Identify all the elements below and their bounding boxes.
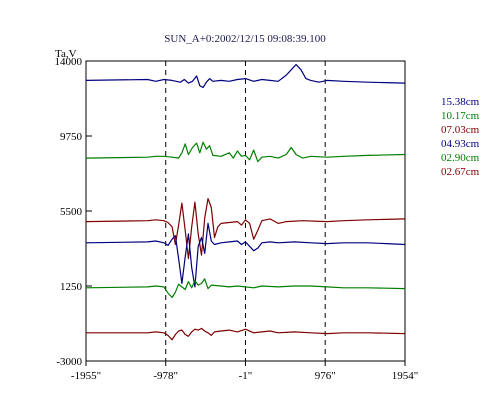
legend: 15.38cm 10.17cm 07.03cm 04.93cm 02.90cm 02.67…: [441, 96, 480, 178]
legend-entry-5: 02.67cm: [441, 166, 480, 178]
x-tick-label-0: -1955": [71, 370, 101, 382]
y-tick-label-3: 1250: [60, 281, 83, 293]
plot-layer: [85, 61, 406, 361]
axis-layer: 14000 9750 5500 1250 -3000 -1955" -978" -1" 976"…: [55, 56, 419, 382]
y-tick-label-2: 5500: [60, 206, 83, 218]
series-line-0: [85, 63, 406, 89]
series-line-2: [85, 198, 406, 260]
x-tick-label-4: 1954": [392, 370, 419, 382]
series-line-4: [85, 278, 406, 299]
x-tick-label-3: 976": [315, 370, 336, 382]
series-line-3: [85, 222, 406, 288]
y-axis-label: Ta,V: [55, 48, 77, 60]
chart-title: SUN_A+0:2002/12/15 09:08:39.100: [164, 33, 326, 45]
y-tick-label-0: 14000: [55, 56, 83, 68]
legend-entry-1: 10.17cm: [441, 110, 480, 122]
series-line-5: [86, 327, 406, 341]
legend-entry-3: 04.93cm: [441, 138, 480, 150]
legend-entry-0: 15.38cm: [441, 96, 480, 108]
y-tick-label-4: -3000: [56, 356, 82, 368]
y-tick-label-1: 9750: [60, 131, 83, 143]
x-tick-label-1: -978": [153, 370, 178, 382]
legend-entry-2: 07.03cm: [441, 124, 480, 136]
x-tick-label-2: -1": [239, 370, 253, 382]
series-line-1: [85, 141, 406, 163]
legend-entry-4: 02.90cm: [441, 152, 480, 164]
plot-frame: [85, 60, 406, 362]
